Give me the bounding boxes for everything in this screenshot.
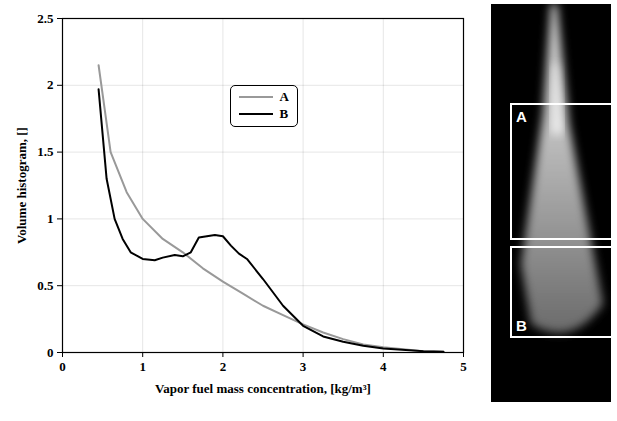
svg-text:1: 1 <box>47 211 54 226</box>
svg-text:1: 1 <box>139 359 146 374</box>
html-text:A: A <box>279 89 289 105</box>
svg-text:Vapor fuel mass concentration,: Vapor fuel mass concentration, [kg/m³] <box>155 381 371 396</box>
svg-text:0: 0 <box>59 359 66 374</box>
svg-text:A: A <box>516 108 527 125</box>
svg-text:1.5: 1.5 <box>37 144 54 159</box>
svg-text:4: 4 <box>380 359 387 374</box>
svg-text:0: 0 <box>47 345 54 360</box>
svg-text:0.5: 0.5 <box>37 278 54 293</box>
svg-text:B: B <box>516 317 527 334</box>
svg-text:3: 3 <box>300 359 307 374</box>
svg-text:5: 5 <box>460 359 467 374</box>
html-text:B: B <box>279 106 289 122</box>
svg-text:Volume histogram, []: Volume histogram, [] <box>14 127 29 244</box>
svg-text:2.5: 2.5 <box>37 11 54 26</box>
svg-text:2: 2 <box>47 77 54 92</box>
svg-text:2: 2 <box>220 359 227 374</box>
